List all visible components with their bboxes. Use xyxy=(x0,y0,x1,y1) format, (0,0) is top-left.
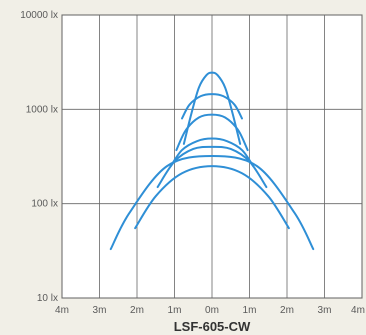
grid xyxy=(61,14,363,299)
x-tick-label: 0m xyxy=(205,305,219,316)
x-tick-label: 2m xyxy=(130,305,144,316)
x-tick-label: 1m xyxy=(243,305,257,316)
x-tick-label: 3m xyxy=(318,305,332,316)
illuminance-curve-7 xyxy=(109,155,315,251)
chart-title: LSF-605-CW xyxy=(174,319,251,334)
y-tick-label: 100 lx xyxy=(31,199,58,210)
curves xyxy=(109,71,315,251)
x-tick-label: 1m xyxy=(168,305,182,316)
illuminance-curve-3 xyxy=(175,113,249,152)
x-tick-label: 4m xyxy=(351,305,365,316)
illuminance-curve-6 xyxy=(134,165,290,230)
illuminance-curve-4 xyxy=(169,137,255,168)
illuminance-curve-2 xyxy=(181,93,243,120)
y-tick-label: 1000 lx xyxy=(26,104,58,115)
y-axis-ticks: 10 lx 100 lx 1000 lx 10000 lx xyxy=(20,10,58,304)
x-tick-label: 4m xyxy=(55,305,69,316)
y-tick-label: 10 lx xyxy=(37,293,58,304)
x-tick-label: 2m xyxy=(280,305,294,316)
x-tick-label: 3m xyxy=(93,305,107,316)
y-tick-label: 10000 lx xyxy=(20,10,58,21)
x-axis-ticks: 4m 3m 2m 1m 0m 1m 2m 3m 4m xyxy=(55,305,365,316)
illuminance-curve-1 xyxy=(182,71,242,145)
